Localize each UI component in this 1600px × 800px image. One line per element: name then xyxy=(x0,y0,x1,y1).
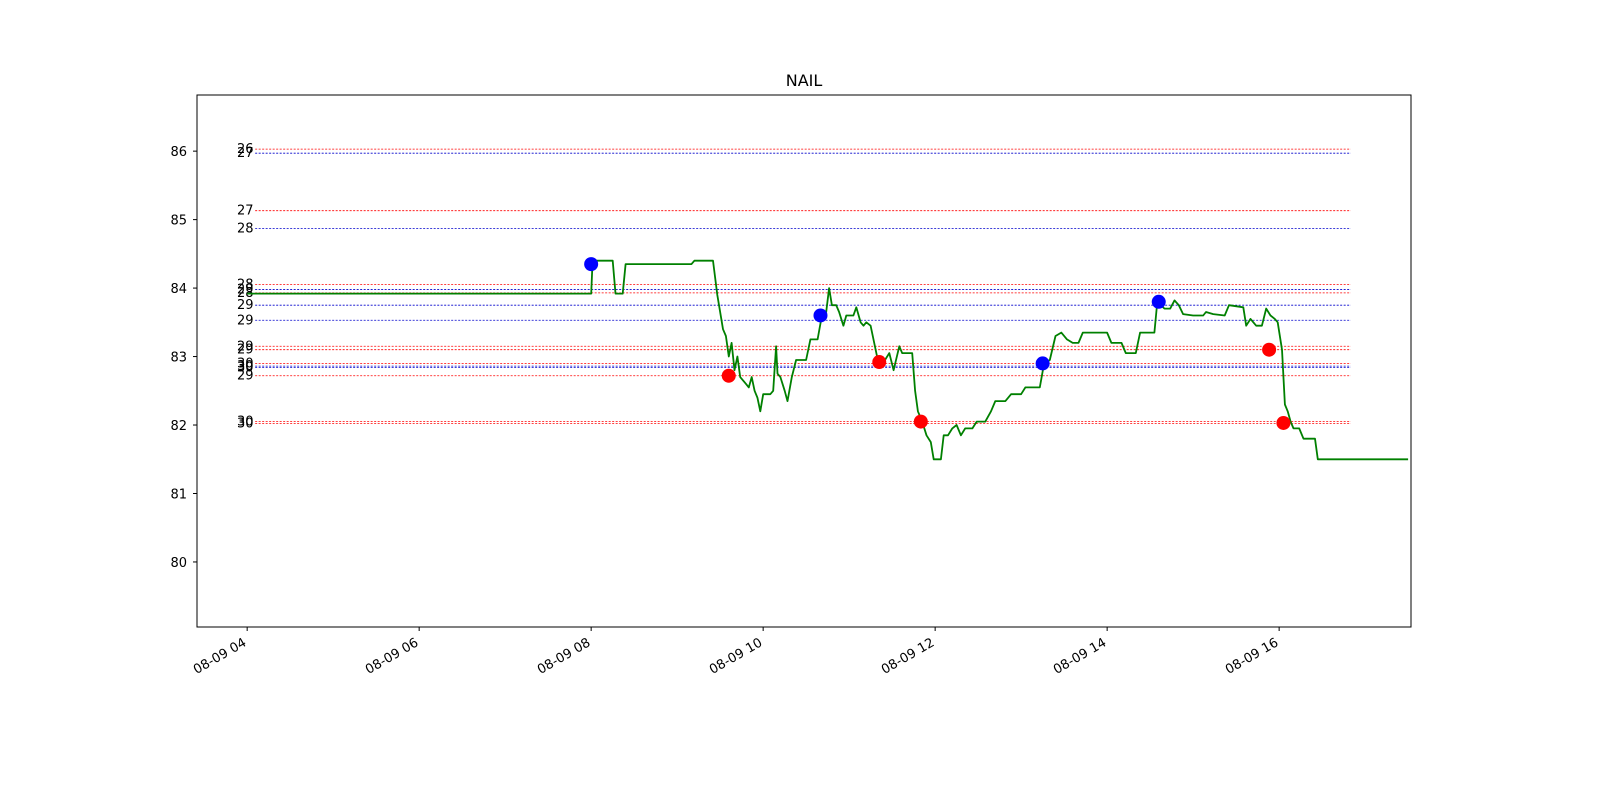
trade-markers xyxy=(584,257,1291,430)
level-label: 30 xyxy=(237,417,254,432)
level-label: 28 xyxy=(237,278,254,293)
y-tick-label: 85 xyxy=(170,214,187,229)
buy-marker xyxy=(813,308,828,323)
y-tick-label: 84 xyxy=(170,282,187,297)
level-label: 29 xyxy=(237,298,254,313)
y-tick-label: 80 xyxy=(170,556,187,571)
level-label: 29 xyxy=(237,369,254,384)
level-label: 28 xyxy=(237,222,254,237)
sell-marker xyxy=(1262,342,1277,357)
level-label: 27 xyxy=(237,146,254,161)
plot-frame xyxy=(196,94,1412,628)
level-label: 28 xyxy=(237,286,254,301)
buy-marker xyxy=(1035,356,1050,371)
price-series xyxy=(247,259,1409,461)
y-tick-label: 83 xyxy=(170,351,187,366)
level-label: 29 xyxy=(237,313,254,328)
y-tick-label: 81 xyxy=(170,487,187,502)
chart-title: NAIL xyxy=(786,71,823,90)
buy-marker xyxy=(1151,294,1166,309)
sell-marker xyxy=(1276,415,1291,430)
level-label: 26 xyxy=(237,142,254,157)
y-tick-label: 82 xyxy=(170,419,187,434)
price-line xyxy=(247,259,1409,461)
y-tick-label: 86 xyxy=(170,145,187,160)
sell-marker xyxy=(721,368,736,383)
level-label: 30 xyxy=(237,361,254,376)
sell-marker xyxy=(913,414,928,429)
sell-marker xyxy=(872,355,887,370)
level-label: 30 xyxy=(237,359,254,374)
level-label: 29 xyxy=(237,339,254,354)
level-label: 29 xyxy=(237,343,254,358)
level-label: 27 xyxy=(237,204,254,219)
level-label: 30 xyxy=(237,415,254,430)
buy-marker xyxy=(584,257,599,272)
level-label: 30 xyxy=(237,356,254,371)
